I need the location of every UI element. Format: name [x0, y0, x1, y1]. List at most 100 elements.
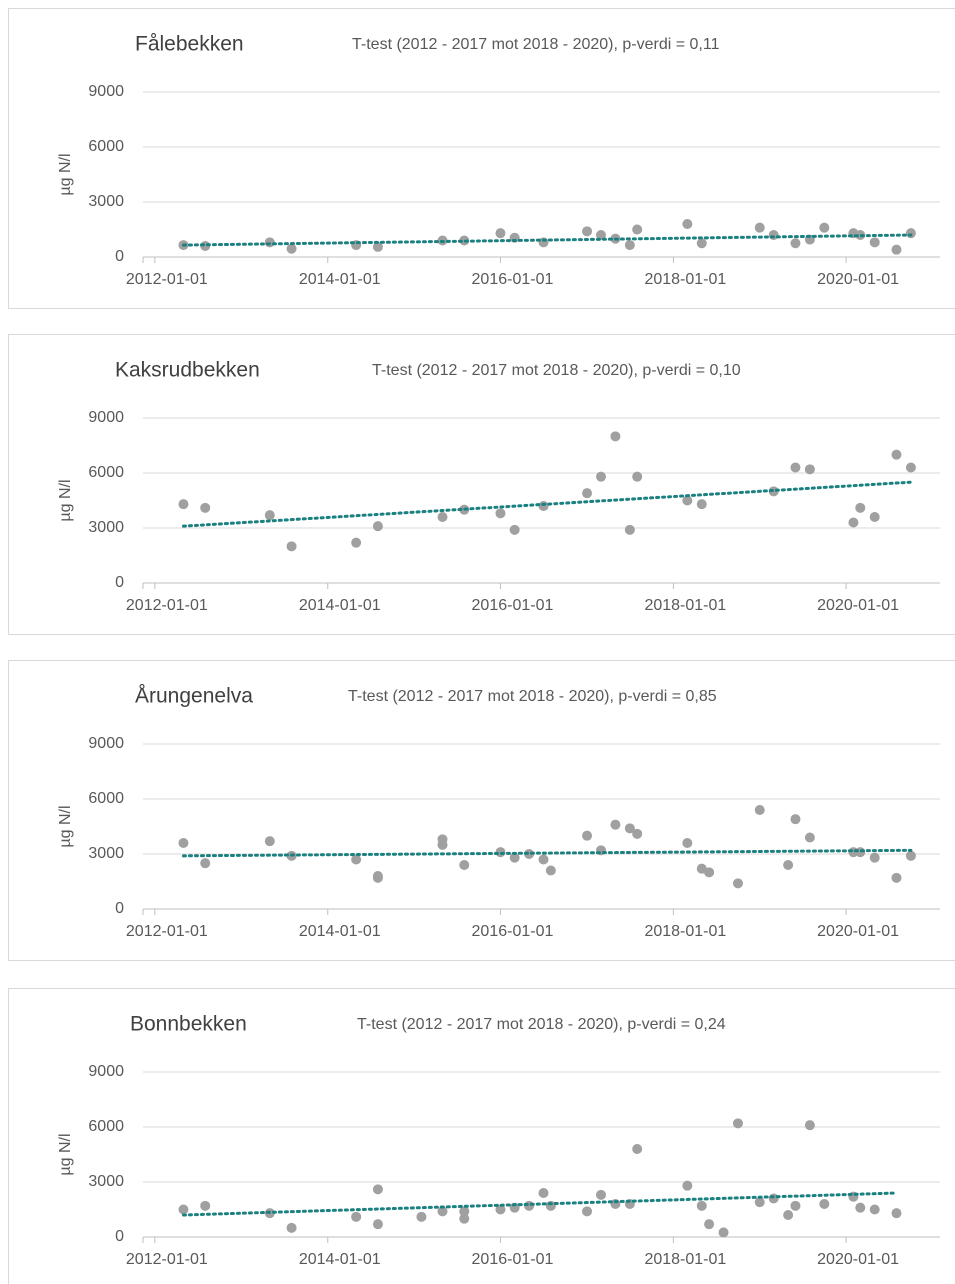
- annotation: T-test (2012 - 2017 mot 2018 - 2020), p-…: [357, 1016, 726, 1033]
- data-point: [754, 222, 765, 233]
- x-tick-label: 2014-01-01: [299, 597, 381, 614]
- data-point: [848, 517, 859, 528]
- data-point: [538, 1188, 549, 1198]
- data-point: [790, 1200, 801, 1211]
- x-tick-label: 2014-01-01: [299, 271, 381, 288]
- data-point: [632, 224, 643, 235]
- x-tick-label: 2016-01-01: [472, 271, 554, 288]
- data-point: [372, 1219, 383, 1230]
- data-point: [509, 524, 520, 535]
- data-point: [178, 1204, 189, 1215]
- data-point: [264, 836, 275, 847]
- x-tick-label: 2018-01-01: [644, 271, 726, 288]
- data-point: [790, 238, 801, 249]
- x-tick-label: 2014-01-01: [299, 923, 381, 940]
- data-point: [819, 1199, 830, 1209]
- trend-line: [181, 848, 913, 858]
- trend-line: [181, 233, 913, 247]
- y-tick-label: 9000: [88, 83, 124, 100]
- y-axis-label: µg N/l: [57, 805, 74, 847]
- data-point: [459, 860, 470, 870]
- chart-panel: [8, 988, 955, 1284]
- data-point: [696, 238, 707, 249]
- data-point: [632, 471, 643, 482]
- data-point: [624, 240, 635, 251]
- data-point: [372, 241, 383, 252]
- y-tick-label: 0: [115, 248, 124, 265]
- data-point: [200, 502, 211, 513]
- x-tick-label: 2020-01-01: [817, 597, 899, 614]
- data-point: [351, 1211, 362, 1222]
- chart-title: Kaksrudbekken: [115, 359, 260, 382]
- data-point: [869, 1204, 880, 1215]
- data-point: [437, 839, 448, 850]
- chart-panel: [8, 8, 955, 309]
- data-point: [790, 814, 801, 825]
- data-point: [178, 499, 189, 510]
- x-tick-label: 2018-01-01: [644, 597, 726, 614]
- data-point: [582, 830, 593, 841]
- data-point: [682, 1180, 693, 1191]
- y-tick-label: 0: [115, 574, 124, 591]
- y-tick-label: 6000: [88, 1118, 124, 1135]
- data-point: [891, 872, 902, 883]
- data-point: [891, 1208, 902, 1219]
- trend-line: [181, 480, 913, 528]
- data-point: [595, 230, 606, 240]
- x-tick-label: 2016-01-01: [472, 597, 554, 614]
- data-point: [869, 237, 880, 248]
- data-point: [582, 488, 593, 499]
- data-point: [200, 858, 211, 869]
- y-axis-label: µg N/l: [57, 1133, 74, 1175]
- x-tick-label: 2012-01-01: [126, 597, 208, 614]
- data-point: [582, 1206, 593, 1217]
- data-point: [372, 872, 383, 883]
- data-point: [538, 501, 549, 511]
- data-point: [696, 1200, 707, 1211]
- data-point: [732, 878, 743, 889]
- data-point: [437, 512, 448, 522]
- data-point: [495, 508, 506, 519]
- data-point: [595, 1189, 606, 1200]
- y-tick-label: 3000: [88, 193, 124, 210]
- data-point: [459, 1213, 470, 1224]
- data-point: [682, 838, 693, 848]
- data-point: [610, 431, 621, 442]
- x-tick-label: 2018-01-01: [644, 923, 726, 940]
- data-point: [754, 805, 765, 815]
- data-point: [891, 449, 902, 460]
- data-point: [495, 228, 506, 239]
- data-point: [855, 502, 866, 513]
- data-point: [869, 512, 880, 522]
- data-point: [178, 838, 189, 848]
- data-point: [286, 541, 297, 552]
- data-point: [524, 849, 535, 859]
- y-tick-label: 3000: [88, 519, 124, 536]
- data-point: [264, 237, 275, 248]
- data-point: [632, 1144, 643, 1154]
- data-point: [582, 226, 593, 237]
- x-tick-label: 2012-01-01: [126, 1251, 208, 1268]
- data-point: [632, 828, 643, 839]
- trend-line: [181, 1191, 898, 1217]
- data-point: [804, 832, 815, 843]
- data-point: [538, 854, 549, 865]
- data-point: [437, 1206, 448, 1217]
- x-tick-label: 2018-01-01: [644, 1251, 726, 1268]
- data-point: [682, 495, 693, 506]
- data-point: [495, 1204, 506, 1215]
- chart-title: Fålebekken: [135, 33, 244, 56]
- annotation: T-test (2012 - 2017 mot 2018 - 2020), p-…: [372, 362, 741, 379]
- data-point: [351, 854, 362, 865]
- chart-title: Bonnbekken: [130, 1013, 247, 1036]
- data-point: [351, 537, 362, 548]
- data-point: [372, 521, 383, 532]
- data-point: [783, 1210, 794, 1220]
- data-point: [905, 228, 916, 239]
- data-point: [509, 852, 520, 863]
- y-tick-label: 9000: [88, 409, 124, 426]
- data-point: [804, 1120, 815, 1131]
- data-point: [545, 865, 556, 876]
- x-tick-label: 2012-01-01: [126, 271, 208, 288]
- data-point: [855, 1202, 866, 1213]
